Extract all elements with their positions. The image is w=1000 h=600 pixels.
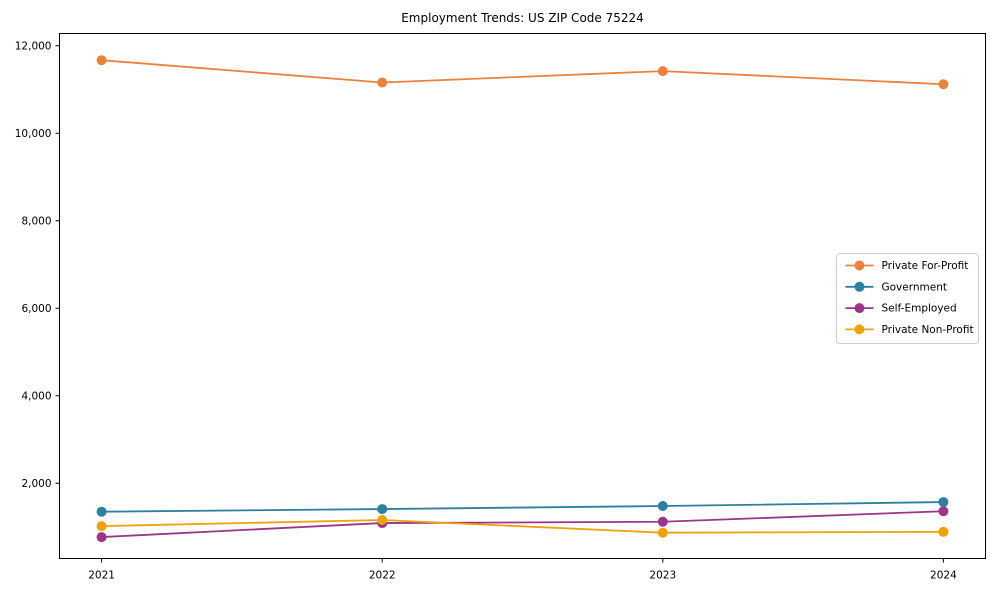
x-tick-label: 2023 — [649, 570, 676, 582]
legend-swatch-marker — [854, 260, 865, 271]
legend-entry-government: Government — [845, 281, 947, 293]
legend-label: Private Non-Profit — [882, 324, 974, 336]
y-tick-label: 2,000 — [21, 478, 51, 490]
data-point-government — [96, 506, 107, 517]
legend-entry-private-non-profit: Private Non-Profit — [845, 324, 974, 336]
y-tick-label: 10,000 — [15, 128, 52, 140]
x-tick-label: 2022 — [369, 570, 396, 582]
data-point-private-non-profit — [377, 515, 388, 525]
data-point-self-employed — [657, 516, 668, 527]
data-point-government — [657, 501, 668, 511]
legend-label: Government — [882, 281, 947, 293]
data-point-private-non-profit — [938, 526, 949, 537]
data-point-government — [377, 504, 388, 515]
plot-box — [59, 33, 986, 559]
plot-area: 2,000 4,000 6,000 8,000 10,000 12,000 2021 2022… — [15, 33, 986, 582]
legend-entry-self-employed: Self-Employed — [845, 303, 957, 315]
data-point-private-non-profit — [657, 527, 668, 538]
series-line-private-for-profit — [101, 59, 944, 86]
series-line-government — [101, 501, 944, 513]
legend-swatch-marker — [854, 281, 865, 292]
data-point-self-employed — [96, 532, 107, 543]
x-tick-label: 2021 — [88, 570, 115, 582]
series-line-private-non-profit — [101, 519, 944, 534]
data-point-private-for-profit — [96, 55, 107, 66]
data-point-private-non-profit — [96, 521, 107, 532]
legend-box — [836, 253, 979, 344]
chart-title: Employment Trends: US ZIP Code 75224 — [401, 11, 644, 25]
x-tick-label: 2024 — [930, 570, 957, 582]
data-point-private-for-profit — [377, 77, 388, 88]
y-tick-label: 6,000 — [21, 303, 51, 315]
legend-label: Private For-Profit — [882, 260, 969, 272]
data-point-government — [938, 497, 949, 508]
legend-label: Self-Employed — [882, 303, 957, 315]
data-point-private-for-profit — [938, 79, 949, 90]
legend-swatch-marker — [854, 324, 865, 335]
y-tick-label: 12,000 — [15, 40, 52, 52]
data-point-self-employed — [938, 506, 949, 517]
series-line-self-employed — [101, 510, 944, 538]
y-tick-label: 8,000 — [21, 215, 51, 227]
legend-entry-private-for-profit: Private For-Profit — [845, 260, 969, 272]
legend-swatch-marker — [854, 303, 865, 314]
y-tick-label: 4,000 — [21, 390, 51, 402]
data-point-private-for-profit — [657, 66, 668, 77]
legend: Private For-Profit Government Self-Employe… — [836, 253, 979, 344]
